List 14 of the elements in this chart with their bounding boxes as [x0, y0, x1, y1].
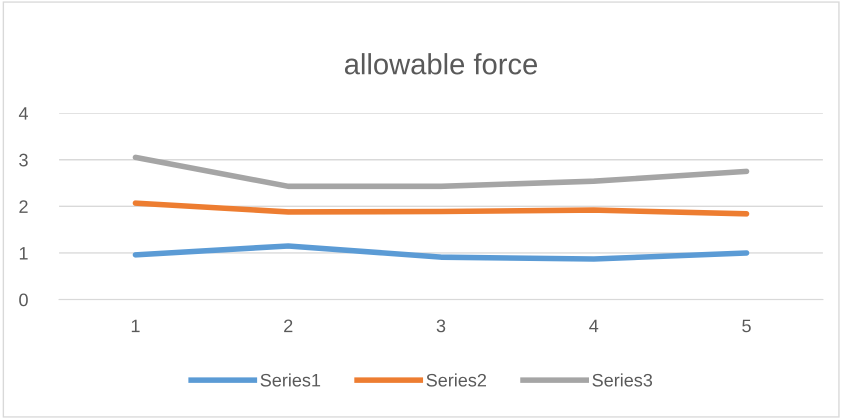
legend-label: Series2 — [426, 373, 486, 387]
y-tick-label: 2 — [19, 200, 28, 213]
x-tick-label: 4 — [589, 320, 598, 332]
y-tick-label: 3 — [19, 154, 28, 166]
y-tick-label: 0 — [19, 294, 28, 306]
legend-label: Series3 — [592, 373, 652, 387]
y-tick-label: 1 — [20, 247, 28, 260]
chart-title: allowable force — [344, 53, 537, 75]
y-tick-label: 4 — [18, 107, 28, 120]
x-tick-label: 2 — [284, 320, 292, 332]
x-tick-label: 1 — [132, 320, 140, 332]
x-tick-label: 5 — [742, 320, 751, 332]
legend-label: Series1 — [260, 373, 320, 387]
x-tick-label: 3 — [436, 320, 446, 332]
